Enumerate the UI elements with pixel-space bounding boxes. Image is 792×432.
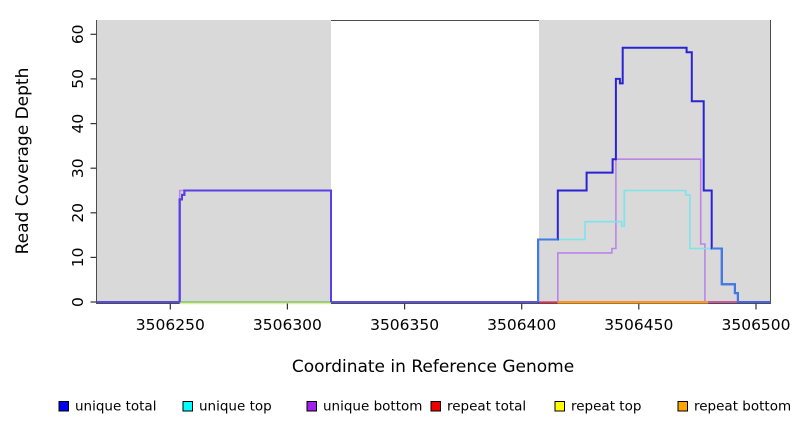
- legend-label-unique-total: unique total: [75, 399, 156, 415]
- legend-swatch-repeat-bottom: [677, 401, 688, 412]
- x-tick-label: 3506250: [136, 316, 205, 334]
- legend-swatch-repeat-top: [554, 401, 565, 412]
- legend-label-repeat-bottom: repeat bottom: [694, 399, 791, 415]
- legend-label-repeat-total: repeat total: [447, 399, 526, 415]
- overlap-total-top-rise: [537, 238, 558, 302]
- overlap-total-top-tail: [711, 247, 739, 302]
- legend-label-unique-top: unique top: [199, 399, 272, 415]
- x-tick-label: 3506400: [487, 316, 556, 334]
- legend-swatch-repeat-total: [430, 401, 441, 412]
- x-tick-label: 3506500: [721, 316, 790, 334]
- legend-label-repeat-top: repeat top: [571, 399, 641, 415]
- y-tick-label: 30: [69, 158, 87, 178]
- legend-swatch-unique-total: [58, 401, 69, 412]
- plot-box: [96, 20, 771, 304]
- y-tick-label: 10: [69, 248, 87, 268]
- x-tick-label: 3506300: [253, 316, 322, 334]
- y-tick-label: 40: [69, 114, 87, 134]
- legend-label-unique-bottom: unique bottom: [323, 399, 422, 415]
- y-axis-title: Read Coverage Depth: [13, 67, 33, 255]
- y-tick-label: 20: [69, 203, 87, 223]
- shaded-region-0: [97, 20, 331, 303]
- x-tick-label: 3506350: [370, 316, 439, 334]
- y-axis: 0 10 20 30 40 50 60: [69, 24, 97, 307]
- y-tick-label: 60: [69, 24, 87, 44]
- legend: unique total unique top unique bottom repea…: [58, 399, 791, 415]
- y-tick-label: 50: [69, 69, 87, 89]
- y-tick-label: 0: [69, 297, 87, 307]
- legend-swatch-unique-bottom: [306, 401, 317, 412]
- legend-swatch-unique-top: [182, 401, 193, 412]
- x-axis-title: Coordinate in Reference Genome: [291, 357, 575, 377]
- x-tick-label: 3506450: [604, 316, 673, 334]
- overlap-total-bottom-left-block: [178, 189, 332, 302]
- x-axis: 3506250 3506300 3506350 3506400 3506450 35065…: [136, 303, 791, 334]
- shaded-region-1: [539, 20, 770, 303]
